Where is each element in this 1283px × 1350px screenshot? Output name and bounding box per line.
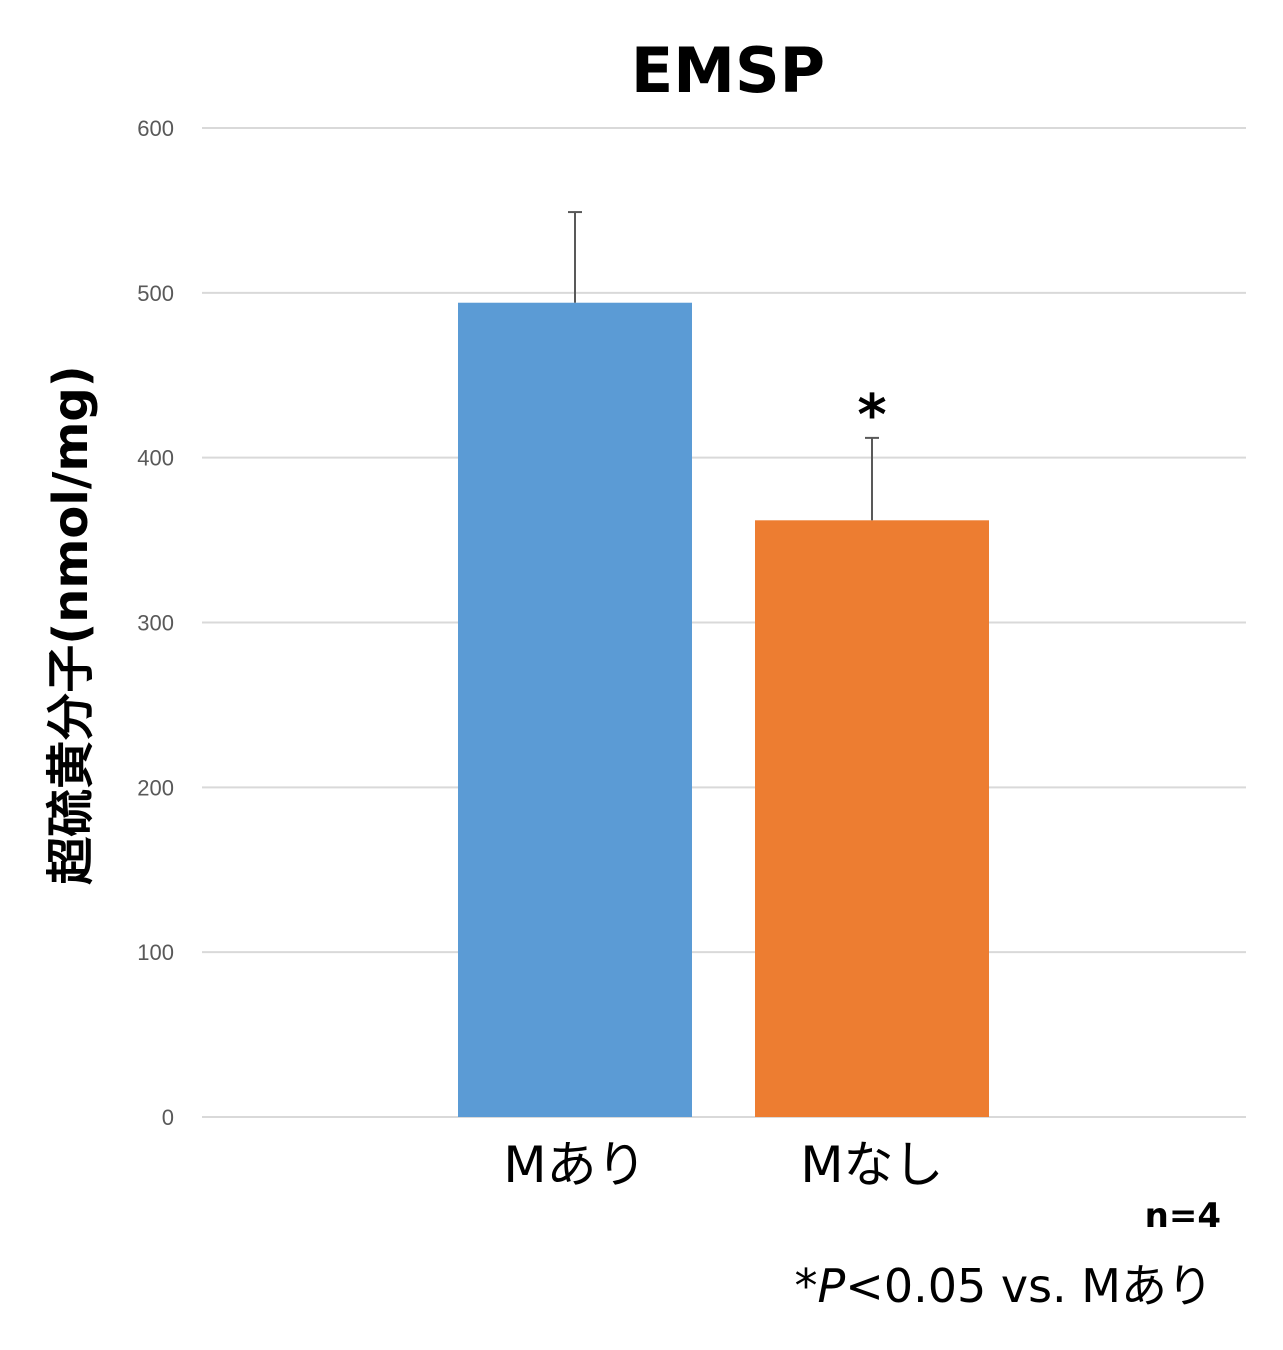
error-bars <box>568 211 879 521</box>
p-symbol: P <box>817 1259 846 1313</box>
y-tick-label: 600 <box>137 116 174 141</box>
x-tick-labels: Mあり Mなし <box>503 1136 943 1194</box>
y-tick-labels: 0 100 200 300 400 500 600 <box>137 116 174 1130</box>
significance-text: <0.05 vs. Mあり <box>845 1259 1213 1313</box>
y-tick-label: 400 <box>137 446 174 471</box>
bar-2 <box>755 520 989 1117</box>
y-tick-label: 200 <box>137 775 174 800</box>
x-tick-label: Mあり <box>503 1136 646 1194</box>
significance-mark: * <box>857 383 886 448</box>
y-tick-label: 100 <box>137 940 174 965</box>
sample-size-note: n=4 <box>1144 1196 1221 1236</box>
y-tick-label: 500 <box>137 281 174 306</box>
bars <box>458 302 989 1117</box>
y-tick-label: 0 <box>162 1105 174 1130</box>
bar-1 <box>458 302 692 1117</box>
gridlines <box>202 127 1246 1118</box>
significance-note: *P<0.05 vs. Mあり <box>795 1250 1213 1316</box>
significance-marks: * <box>857 383 886 448</box>
significance-star: * <box>794 1259 818 1313</box>
y-tick-label: 300 <box>137 611 174 636</box>
chart-title: EMSP <box>630 34 826 107</box>
x-tick-label: Mなし <box>800 1136 943 1194</box>
